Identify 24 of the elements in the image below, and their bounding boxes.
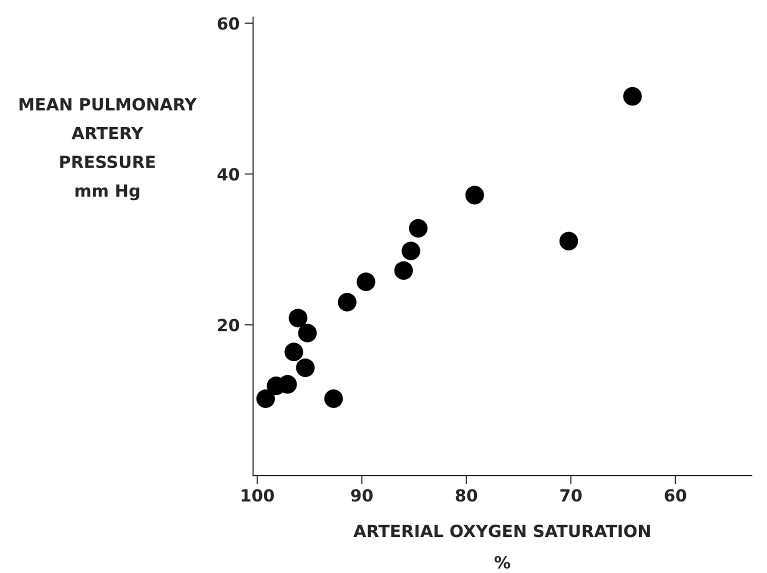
point <box>324 389 343 408</box>
point <box>559 232 578 250</box>
point <box>623 87 642 106</box>
x-tick-label: 70 <box>560 489 582 502</box>
point <box>356 272 376 292</box>
point <box>284 342 304 362</box>
y-tick-label: 60 <box>218 17 240 30</box>
x-tick-label: 80 <box>456 489 478 502</box>
x-tick-label: 90 <box>351 489 373 502</box>
point <box>394 261 413 280</box>
point <box>288 308 308 328</box>
y-tick-label: 20 <box>218 318 240 332</box>
point <box>298 324 317 342</box>
point <box>296 358 315 378</box>
point <box>256 389 275 408</box>
x-tick-label: 60 <box>664 489 686 502</box>
point <box>338 292 356 312</box>
point <box>408 218 428 238</box>
point <box>465 186 484 204</box>
y-axis-title: MEAN PULMONARY ARTERY PRESSURE mm Hg <box>20 98 197 200</box>
x-tick-label: 100 <box>242 489 274 502</box>
x-axis-title: ARTERIAL OXYGEN SATURATION % <box>353 524 650 569</box>
point <box>402 242 420 260</box>
y-tick-label: 40 <box>217 168 240 181</box>
